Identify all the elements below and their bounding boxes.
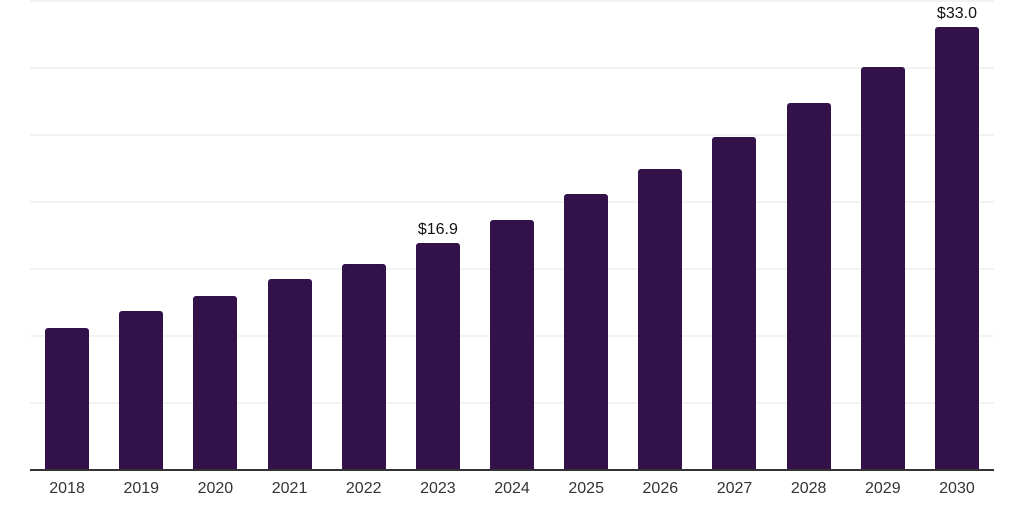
plot-area: $16.9 $33.0: [30, 0, 994, 469]
bar-2030: $33.0: [934, 5, 979, 469]
x-tick-label: 2028: [790, 480, 827, 497]
bar-2029: [860, 67, 905, 469]
bar-slot: [772, 103, 846, 469]
bar-slot: [327, 263, 401, 469]
x-tick-label: 2024: [494, 480, 530, 497]
bar-slot: [178, 296, 252, 469]
x-tick-label: 2019: [123, 480, 160, 497]
x-tick-label: 2023: [420, 480, 456, 497]
x-axis-labels: 2018 2019 2020 2021 2022 2023 2024 2025 2026 2027…: [30, 478, 994, 500]
bar-slot: [549, 194, 623, 469]
bar-2027: [712, 136, 757, 469]
bar-slot: [104, 310, 178, 469]
bar-2020: [193, 296, 238, 469]
x-tick-label: 2020: [197, 480, 234, 497]
bar-2026: [638, 168, 683, 469]
bar-2019: [119, 310, 164, 469]
x-tick-label: 2027: [716, 480, 753, 497]
x-tick-label: 2030: [939, 480, 975, 497]
bar-slot: $33.0: [920, 5, 994, 469]
bar-2028: [786, 103, 831, 469]
bar-value-label: $33.0: [936, 4, 977, 22]
bar-2023: $16.9: [415, 221, 460, 469]
bar-slot: [697, 136, 771, 469]
bar-slot: [475, 219, 549, 469]
gridline: [30, 0, 994, 2]
x-tick-label: 2025: [568, 480, 604, 497]
bar-slot: [252, 278, 326, 469]
bar-slot: [846, 67, 920, 469]
gridline: [30, 201, 994, 203]
bars: $16.9 $33.0: [30, 0, 994, 469]
bar-slot: $16.9: [401, 221, 475, 469]
x-axis-line: [30, 469, 994, 471]
bar-slot: [30, 328, 104, 469]
bar-2018: [45, 328, 90, 469]
gridline: [30, 134, 994, 136]
bar-slot: [623, 168, 697, 469]
gridline: [30, 67, 994, 69]
x-tick-label: 2029: [865, 480, 901, 497]
bar-value-label: $16.9: [417, 220, 458, 238]
bar-2025: [564, 194, 609, 469]
x-tick-label: 2026: [642, 480, 679, 497]
bar-2021: [267, 278, 312, 469]
bar-2024: [490, 219, 535, 469]
x-tick-label: 2022: [345, 480, 382, 497]
bar-2022: [341, 263, 386, 469]
x-tick-label: 2021: [271, 480, 308, 497]
x-tick-label: 2018: [49, 480, 85, 497]
